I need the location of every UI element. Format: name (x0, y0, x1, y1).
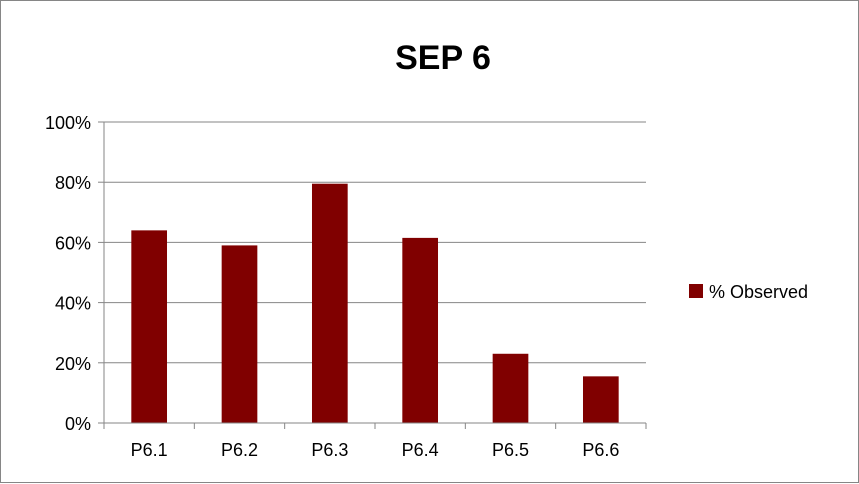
axes (103, 122, 647, 429)
x-tick-label: P6.6 (582, 440, 619, 460)
y-tick-label: 40% (55, 294, 91, 314)
bar-p6-2 (221, 245, 258, 423)
y-tick-label: 20% (55, 354, 91, 374)
bars (131, 183, 619, 423)
bar-p6-5 (492, 353, 529, 423)
x-tick-label: P6.1 (131, 440, 168, 460)
legend-label: % Observed (709, 282, 808, 302)
y-tick-label: 60% (55, 233, 91, 253)
legend: % Observed (689, 282, 808, 302)
bar-p6-6 (582, 376, 619, 423)
bar-p6-1 (131, 230, 168, 423)
y-tick-label: 0% (65, 414, 91, 434)
x-tick-labels: P6.1 P6.2 P6.3 P6.4 P6.5 P6.6 (131, 440, 620, 460)
gridlines (98, 121, 646, 424)
bar-p6-3 (311, 183, 348, 423)
x-tick-label: P6.3 (311, 440, 348, 460)
x-tick-label: P6.2 (221, 440, 258, 460)
y-tick-labels: 0% 20% 40% 60% 80% 100% (45, 113, 91, 434)
chart-title: SEP 6 (395, 39, 491, 77)
y-tick-label: 80% (55, 173, 91, 193)
x-tick-label: P6.4 (402, 440, 439, 460)
bar-p6-4 (402, 237, 439, 423)
legend-swatch (689, 284, 703, 298)
y-tick-label: 100% (45, 113, 91, 133)
x-tick-label: P6.5 (492, 440, 529, 460)
